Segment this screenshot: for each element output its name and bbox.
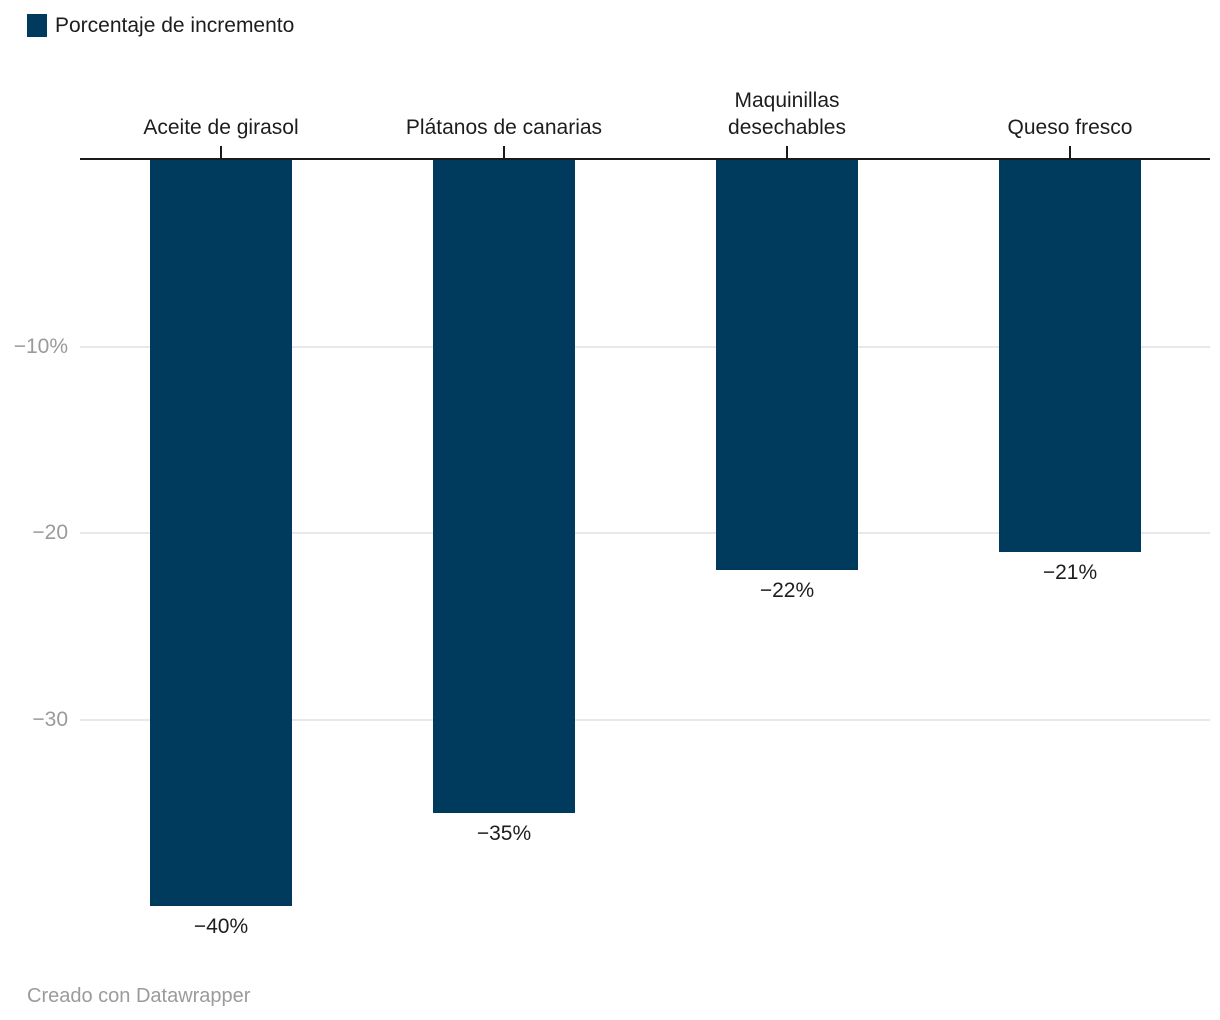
y-axis-tick-label: −20 (32, 521, 68, 544)
legend-swatch (27, 14, 47, 37)
x-axis-tick-mark (1069, 146, 1071, 158)
gridline--10 (80, 346, 1210, 348)
category-label-2: Plátanos de canarias (363, 78, 645, 142)
gridline--30 (80, 719, 1210, 721)
bar-value-label: −35% (476, 822, 532, 845)
bar-value-label: −40% (193, 915, 249, 938)
category-label-4: Queso fresco (929, 78, 1211, 142)
bar-4 (999, 160, 1141, 552)
y-axis-tick-label: −30 (32, 708, 68, 731)
category-label-text: Queso fresco (1007, 116, 1133, 140)
gridline--20 (80, 532, 1210, 534)
category-label-text: Plátanos de canarias (405, 116, 603, 140)
x-axis-tick-mark (786, 146, 788, 158)
attribution-text: Creado con Datawrapper (27, 985, 251, 1007)
category-label-text: Aceite de girasol (143, 116, 299, 140)
x-axis-tick-mark (503, 146, 505, 158)
bar-1 (150, 160, 292, 906)
y-axis-tick-label: −10% (13, 335, 68, 358)
bar-3 (716, 160, 858, 570)
bar-value-label: −21% (1042, 561, 1098, 584)
x-axis-tick-mark (220, 146, 222, 158)
category-label-1: Aceite de girasol (80, 78, 362, 142)
legend: Porcentaje de incremento (27, 14, 294, 37)
bar-value-label: −22% (759, 579, 815, 602)
category-label-3: Maquinillas desechables (646, 78, 928, 142)
bar-2 (433, 160, 575, 813)
legend-label: Porcentaje de incremento (55, 14, 295, 37)
category-label-text: Maquinillas desechables (728, 88, 846, 140)
x-axis-baseline (80, 158, 1210, 160)
